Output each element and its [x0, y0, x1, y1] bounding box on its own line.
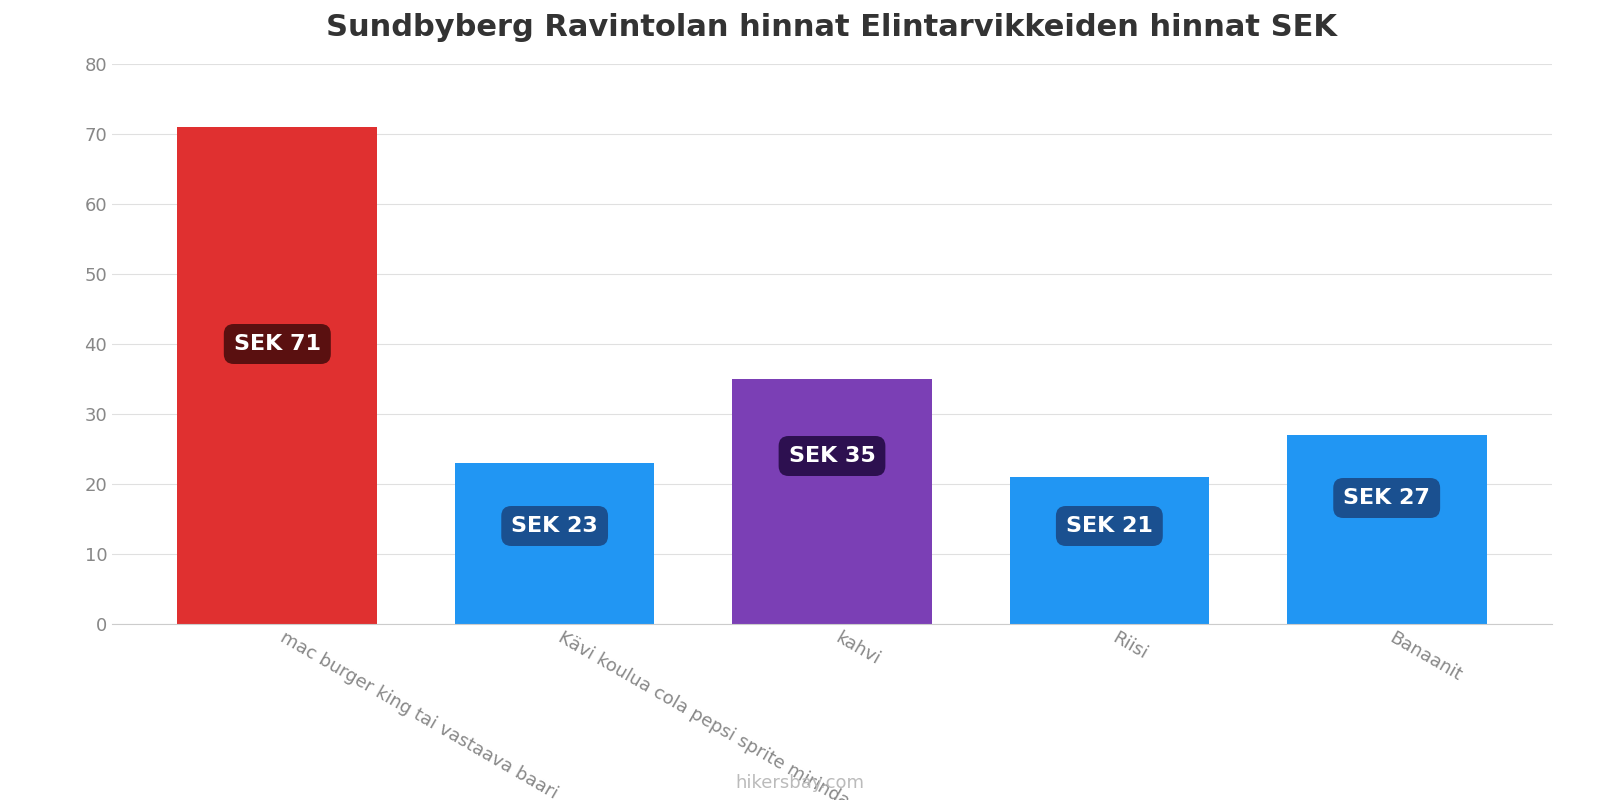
Text: hikersbay.com: hikersbay.com	[736, 774, 864, 792]
Text: SEK 27: SEK 27	[1344, 488, 1430, 508]
Text: SEK 71: SEK 71	[234, 334, 322, 354]
Text: SEK 35: SEK 35	[789, 446, 875, 466]
Bar	[1010, 477, 1210, 624]
Bar	[1286, 435, 1486, 624]
Bar	[454, 463, 654, 624]
Title: Sundbyberg Ravintolan hinnat Elintarvikkeiden hinnat SEK: Sundbyberg Ravintolan hinnat Elintarvikk…	[326, 14, 1338, 42]
Text: SEK 23: SEK 23	[512, 516, 598, 536]
Bar	[733, 379, 931, 624]
Text: SEK 21: SEK 21	[1066, 516, 1152, 536]
Bar	[178, 127, 378, 624]
